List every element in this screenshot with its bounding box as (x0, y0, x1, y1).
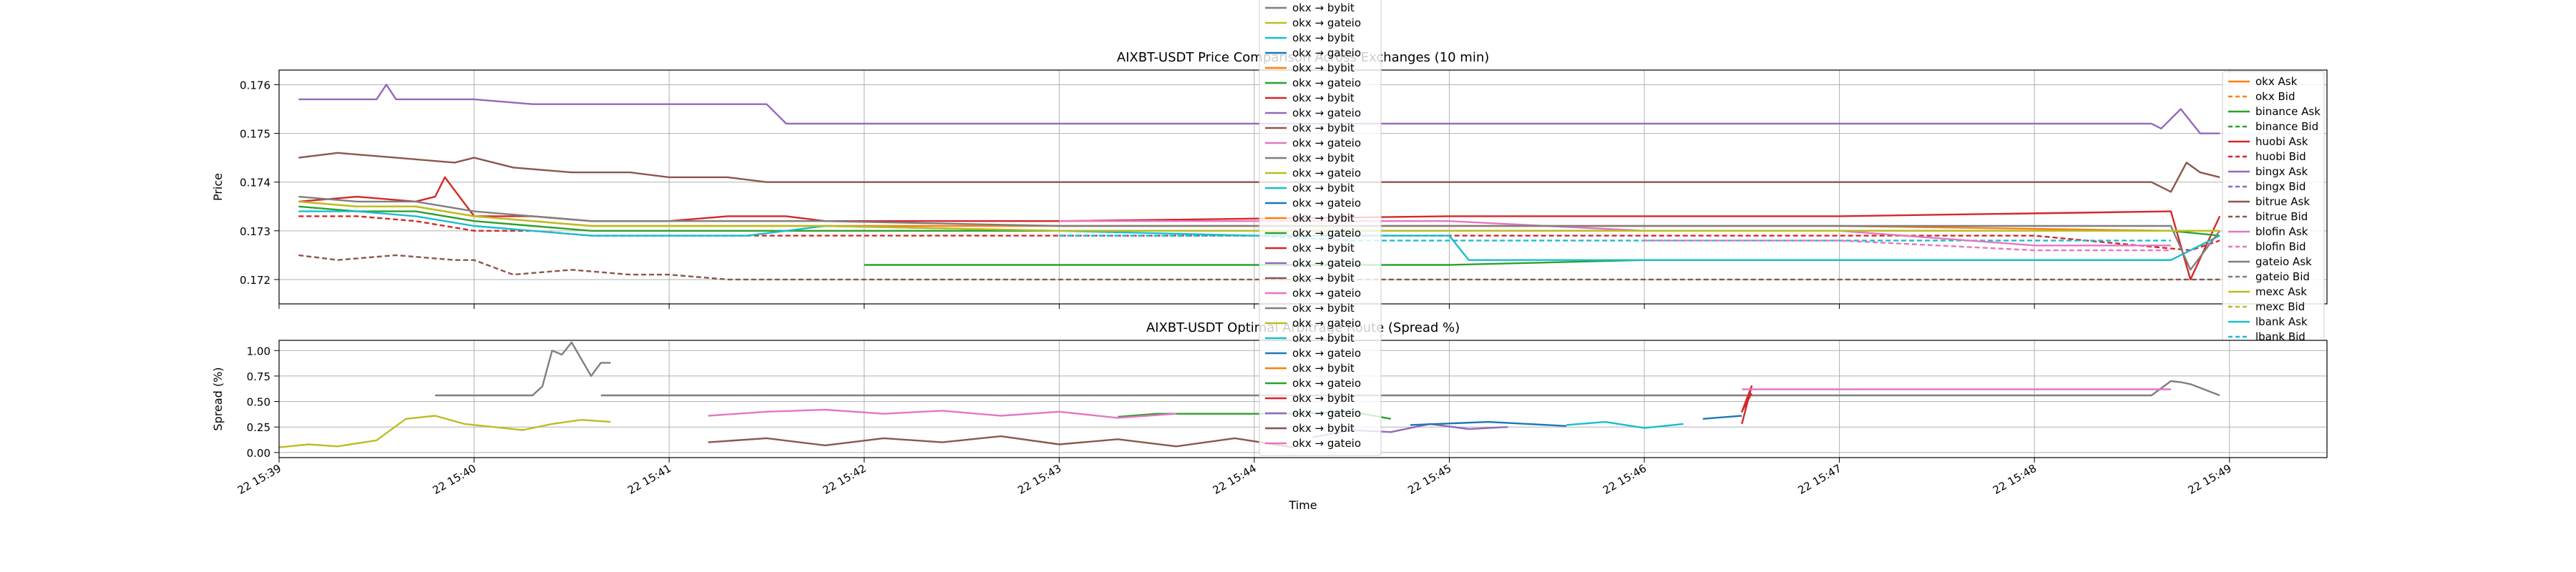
legend-label: mexc Ask (2255, 285, 2307, 298)
y-tick-label: 0.50 (247, 396, 270, 409)
series-line-spread-4 (708, 435, 1294, 448)
series-line-price-0 (298, 84, 2220, 134)
legend-label: huobi Bid (2255, 150, 2306, 163)
legend-label: okx → gateio (1292, 197, 1361, 209)
y-tick-label: 0.25 (247, 421, 270, 434)
legend-label: okx → bybit (1292, 332, 1355, 345)
spread-chart-series (278, 341, 2220, 448)
y-tick-label: 0.176 (240, 79, 270, 92)
legend-label: blofin Ask (2255, 225, 2308, 238)
price-chart-y-ticks: 0.172 0.173 0.174 0.175 0.176 (240, 79, 2230, 309)
legend-label: okx → gateio (1292, 107, 1361, 119)
legend-label: okx → gateio (1292, 287, 1361, 300)
legend-label: okx → bybit (1292, 182, 1355, 194)
series-line-spread-10 (1741, 385, 1753, 425)
legend-label: bingx Ask (2255, 165, 2308, 178)
series-line-spread-7 (1410, 420, 1567, 427)
legend-label: okx → gateio (1292, 16, 1361, 29)
legend-label: mexc Bid (2255, 300, 2305, 313)
price-chart-legend: okx Ask okx Bid binance Ask binance Bid huob… (2222, 71, 2325, 350)
spread-chart-y-label: Spread (%) (211, 367, 225, 430)
x-tick-label: 22 15:48 (1991, 462, 2039, 497)
x-tick-label: 22 15:40 (430, 462, 478, 497)
legend-label: okx → bybit (1292, 242, 1355, 255)
legend-label: okx → gateio (1292, 347, 1361, 360)
legend-label: okx → bybit (1292, 392, 1355, 405)
spread-chart-x-label: Time (1288, 498, 1317, 512)
series-line-price-11 (1644, 240, 2171, 252)
legend-label: okx → bybit (1292, 212, 1355, 225)
legend-label: okx → bybit (1292, 92, 1355, 104)
y-tick-label: 0.75 (247, 370, 270, 383)
x-tick-label: 22 15:46 (1601, 462, 1649, 497)
legend-label: okx → gateio (1292, 167, 1361, 179)
legend-label: gateio Ask (2255, 255, 2312, 268)
x-tick-label: 22 15:43 (1015, 462, 1063, 497)
y-tick-label: 0.172 (240, 274, 270, 287)
x-tick-label: 22 15:45 (1405, 462, 1453, 497)
x-tick-label: 22 15:44 (1211, 462, 1259, 497)
legend-label: okx Bid (2255, 90, 2296, 103)
legend-label: okx → bybit (1292, 122, 1355, 134)
legend-label: okx → bybit (1292, 362, 1355, 375)
series-line-price-13 (298, 200, 2220, 232)
legend-label: okx → gateio (1292, 137, 1361, 149)
legend-label: okx → bybit (1292, 272, 1355, 285)
series-line-price-3 (298, 215, 2220, 252)
series-line-spread-9 (1702, 415, 1742, 420)
x-tick-label: 22 15:39 (235, 462, 283, 497)
legend-label: gateio Bid (2255, 270, 2310, 283)
series-line-spread-8 (1566, 420, 1684, 429)
legend-label: okx → bybit (1292, 1, 1355, 14)
legend-label: okx → gateio (1292, 227, 1361, 240)
price-chart-series (298, 84, 2221, 281)
legend-label: okx Ask (2255, 75, 2298, 88)
legend-label: bingx Bid (2255, 180, 2306, 193)
legend-label: okx → bybit (1292, 422, 1355, 435)
legend-label: bitrue Ask (2255, 195, 2310, 208)
legend-label: okx → bybit (1292, 302, 1355, 315)
legend-label: lbank Ask (2255, 315, 2308, 328)
spread-chart-y-ticks: 0.00 0.25 0.50 0.75 1.00 (247, 345, 279, 460)
y-tick-label: 0.174 (240, 177, 270, 189)
legend-label: bitrue Bid (2255, 210, 2308, 223)
legend-label: okx → gateio (1292, 77, 1361, 89)
legend-label: okx → gateio (1292, 377, 1361, 390)
legend-label: okx → gateio (1292, 407, 1361, 420)
price-chart-y-label: Price (211, 173, 225, 201)
series-line-spread-2 (278, 415, 611, 448)
series-line-price-12 (298, 195, 2221, 271)
x-tick-label: 22 15:41 (625, 462, 673, 497)
legend-box (1259, 0, 1382, 456)
series-line-spread-0 (435, 341, 611, 397)
x-tick-label: 22 15:49 (2186, 462, 2234, 497)
legend-label: okx → gateio (1292, 437, 1361, 450)
y-tick-label: 0.00 (247, 447, 270, 460)
legend-label: okx → bybit (1292, 152, 1355, 164)
spread-chart-legend: okx → bybit okx → gateio okx → bybit okx → … (1259, 0, 1382, 456)
x-tick-label: 22 15:47 (1795, 462, 1843, 497)
series-line-price-2 (298, 254, 2220, 281)
legend-label: binance Ask (2255, 105, 2321, 118)
series-line-price-4 (298, 176, 2221, 281)
y-tick-label: 0.173 (240, 225, 270, 238)
legend-label: okx → bybit (1292, 61, 1355, 74)
legend-label: huobi Ask (2255, 135, 2308, 148)
series-line-spread-1 (600, 380, 2220, 397)
legend-label: okx → bybit (1292, 31, 1355, 44)
y-tick-label: 0.175 (240, 128, 270, 141)
legend-label: blofin Bid (2255, 240, 2306, 253)
y-tick-label: 1.00 (247, 345, 270, 358)
x-tick-label: 22 15:42 (821, 462, 869, 497)
legend-label: binance Bid (2255, 120, 2318, 133)
legend-label: okx → gateio (1292, 46, 1361, 59)
spread-chart-x-ticks: 22 15:39 22 15:40 22 15:41 22 15:42 22 15:43… (235, 458, 2234, 497)
series-line-spread-5 (708, 408, 1176, 419)
series-line-price-1 (298, 152, 2220, 193)
legend-label: okx → gateio (1292, 257, 1361, 270)
legend-label: okx → gateio (1292, 317, 1361, 330)
